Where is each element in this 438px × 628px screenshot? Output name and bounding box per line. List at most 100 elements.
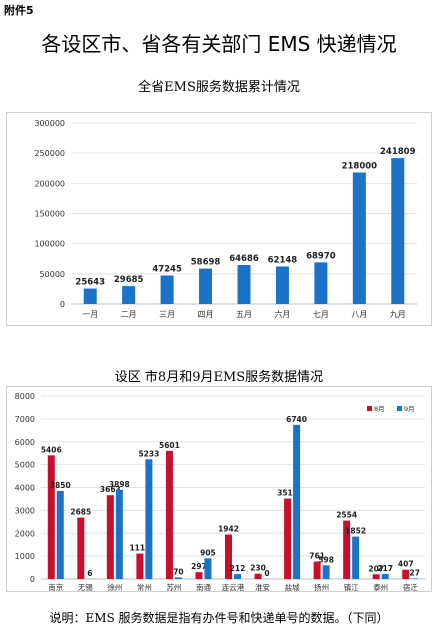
chart2-data-label: 5601 — [159, 441, 180, 450]
chart1-x-tick-label: 二月 — [121, 310, 137, 319]
chart2-svg: 0 1000 2000 3000 4000 5000 6000 7000 8000 5406 385… — [15, 392, 425, 591]
chart2-data-label: 1112 — [129, 544, 150, 553]
chart1-y-tick-label: 200000 — [34, 179, 65, 188]
chart2-bar-series2 — [204, 558, 212, 579]
chart1-bar — [352, 172, 366, 304]
chart2-x-tick-label: 常州 — [137, 583, 152, 591]
chart2-data-label: 0 — [264, 569, 269, 578]
chart1-y-tick-label: 250000 — [34, 149, 65, 158]
chart1-x-tick-label: 五月 — [236, 310, 252, 319]
chart1-bar — [275, 266, 289, 304]
chart2-x-tick-label: 无锡 — [78, 583, 93, 591]
chart2-data-label: 6 — [87, 569, 92, 578]
chart1-data-label: 68970 — [306, 251, 336, 261]
chart2-data-label: 5406 — [41, 445, 62, 454]
chart2-y-tick-label: 2000 — [15, 529, 35, 538]
chart2-data-label: 905 — [200, 548, 216, 557]
chart2-frame: 0 1000 2000 3000 4000 5000 6000 7000 8000 5406 385… — [6, 386, 432, 592]
chart2-data-label: 598 — [318, 555, 334, 564]
chart1-bar — [199, 268, 213, 304]
chart2-data-label: 3518 — [277, 489, 298, 498]
chart2-data-label: 230 — [250, 564, 266, 573]
chart2-x-tick-label: 徐州 — [107, 582, 122, 591]
chart2-legend-label: 8月 — [374, 405, 385, 413]
chart2-y-tick-label: 4000 — [15, 484, 35, 493]
chart2-legend-label: 9月 — [404, 405, 415, 413]
chart2-data-label: 3850 — [50, 481, 71, 490]
chart2-bar-series1 — [313, 561, 321, 579]
chart1-svg: 0 50000 100000 150000 200000 250000 300000 2564… — [34, 119, 417, 319]
chart2-x-tick-label: 宿迁 — [403, 582, 418, 591]
chart2-bar-series1 — [254, 573, 262, 579]
chart1-x-tick-label: 四月 — [198, 310, 214, 319]
chart2-bar-series1 — [372, 574, 380, 579]
chart2-data-label: 297 — [191, 562, 207, 571]
chart1-x-tick-label: 八月 — [351, 310, 367, 319]
chart1-title: 全省EMS服务数据累计情况 — [138, 80, 300, 95]
chart2-x-tick-label: 苏州 — [166, 582, 181, 591]
chart2-bar-series1 — [343, 520, 351, 579]
chart2-y-tick-label: 5000 — [15, 461, 35, 470]
chart2-data-label: 2554 — [336, 511, 357, 520]
chart1-data-label: 47245 — [152, 264, 182, 274]
chart2-bar-series1 — [47, 455, 55, 579]
chart2-x-tick-label: 淮安 — [255, 582, 270, 591]
chart2-x-tick-label: 泰州 — [373, 582, 388, 591]
chart2-bar-series2 — [145, 459, 153, 579]
chart2-legend-swatch — [367, 406, 372, 411]
chart2-x-tick-label: 连云港 — [222, 582, 245, 591]
chart1-x-tick-label: 七月 — [313, 310, 329, 319]
chart2-y-tick-label: 6000 — [15, 438, 35, 447]
chart2-data-label: 3663 — [100, 485, 121, 494]
chart1-y-tick-label: 50000 — [40, 270, 65, 279]
chart2-legend-swatch — [397, 406, 402, 411]
chart1-data-label: 58698 — [191, 258, 221, 268]
chart2-bar-series1 — [402, 569, 410, 579]
chart2-data-label: 217 — [377, 564, 393, 573]
chart2-bar-series1 — [225, 534, 232, 579]
chart2-bar-series2 — [56, 490, 64, 579]
chart1-bar — [391, 158, 405, 304]
chart1-data-label: 64686 — [229, 254, 259, 264]
footnote: 说明：EMS 服务数据是指有办件号和快递单号的数据。（下同） — [49, 611, 389, 625]
chart2-data-label: 1942 — [218, 525, 239, 534]
chart2-data-label: 6740 — [286, 415, 307, 424]
chart2-bar-series1 — [195, 572, 203, 579]
chart2-data-label: 70 — [173, 567, 183, 576]
chart2-y-tick-label: 0 — [30, 575, 35, 584]
chart1-data-label: 62148 — [268, 256, 298, 266]
chart2-y-tick-label: 8000 — [15, 392, 35, 401]
chart2-bar-series2 — [381, 574, 389, 579]
chart2-y-tick-label: 7000 — [15, 415, 35, 424]
chart2-x-tick-label: 镇江 — [344, 582, 359, 591]
chart2-bar-series1 — [136, 553, 144, 579]
chart2-data-label: 761 — [309, 552, 325, 561]
page-title: 各设区市、省各有关部门 EMS 快递情况 — [41, 32, 397, 56]
chart2-data-label: 5233 — [138, 449, 159, 458]
chart1-bar — [160, 275, 174, 304]
chart1-data-label: 29685 — [114, 275, 144, 285]
chart2-x-tick-label: 南通 — [196, 582, 211, 591]
chart1-data-label: 241809 — [380, 147, 416, 157]
chart1-data-label: 25643 — [75, 278, 105, 288]
chart2-data-label: 207 — [368, 564, 384, 573]
chart1-y-tick-label: 300000 — [34, 119, 65, 128]
chart2-y-tick-label: 3000 — [15, 506, 35, 515]
chart1-bar — [83, 288, 97, 304]
chart2-x-tick-label: 扬州 — [314, 582, 329, 591]
chart2-data-label: 2685 — [70, 508, 91, 517]
chart1-y-tick-label: 0 — [60, 300, 65, 309]
chart2-bar-series1 — [77, 517, 85, 579]
chart1-x-tick-label: 三月 — [159, 310, 175, 319]
chart1-y-tick-label: 150000 — [34, 210, 65, 219]
chart2-bar-series1 — [106, 495, 114, 579]
chart2-data-label: 212 — [230, 564, 246, 573]
chart2-bar-series1 — [165, 450, 173, 579]
chart1-data-label: 218000 — [342, 161, 378, 171]
chart2-bar-series2 — [411, 578, 419, 579]
chart2-bar-series2 — [115, 489, 123, 579]
chart2-bar-series2 — [322, 565, 330, 579]
chart2-data-label: 27 — [410, 568, 420, 577]
chart2-bar-series2 — [234, 574, 241, 579]
chart2-y-tick-label: 1000 — [15, 552, 35, 561]
